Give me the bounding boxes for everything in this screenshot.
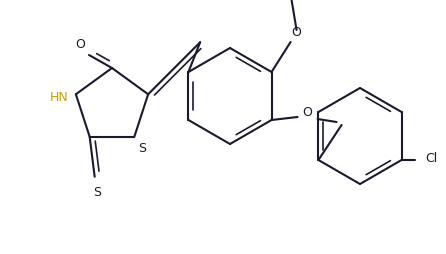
Text: HN: HN <box>50 91 68 104</box>
Text: Cl: Cl <box>425 151 438 165</box>
Text: O: O <box>292 26 301 40</box>
Text: O: O <box>75 38 85 51</box>
Text: S: S <box>93 186 101 199</box>
Text: S: S <box>138 142 146 155</box>
Text: O: O <box>303 105 313 119</box>
